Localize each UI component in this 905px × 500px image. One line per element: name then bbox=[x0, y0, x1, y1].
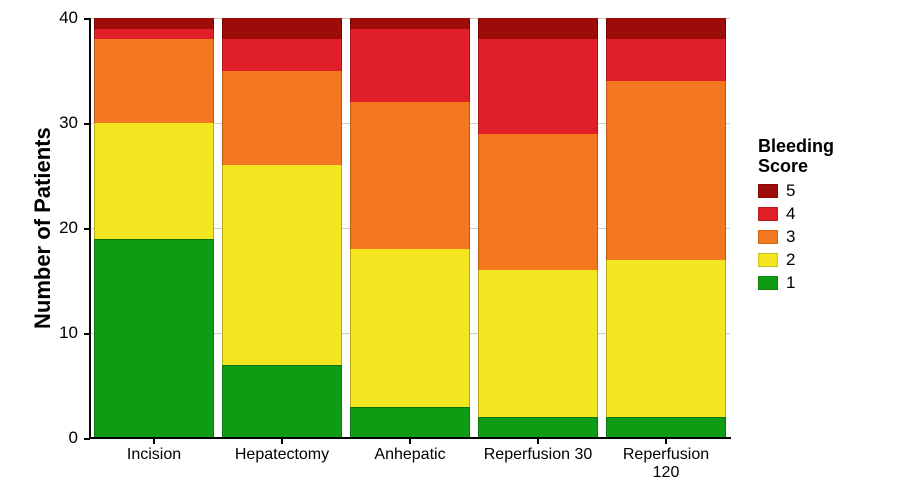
legend-item-score-3: 3 bbox=[758, 227, 834, 247]
legend-label: 1 bbox=[786, 273, 795, 293]
bar-segment-score-5 bbox=[478, 18, 598, 39]
bar-segment-score-3 bbox=[478, 134, 598, 271]
legend-swatch bbox=[758, 207, 778, 221]
y-tick-label: 0 bbox=[0, 428, 78, 448]
bar-group bbox=[606, 18, 726, 438]
bar-segment-score-3 bbox=[94, 39, 214, 123]
legend-swatch bbox=[758, 276, 778, 290]
bar-segment-score-4 bbox=[350, 29, 470, 103]
legend-title: Bleeding Score bbox=[758, 136, 834, 177]
bar-segment-score-3 bbox=[350, 102, 470, 249]
y-tick-label: 40 bbox=[0, 8, 78, 28]
x-tick-label: Incision bbox=[127, 446, 181, 464]
plot-area bbox=[90, 18, 730, 438]
bar-group bbox=[350, 18, 470, 438]
legend-swatch bbox=[758, 184, 778, 198]
legend-item-score-1: 1 bbox=[758, 273, 834, 293]
legend-item-score-5: 5 bbox=[758, 181, 834, 201]
bar-group bbox=[478, 18, 598, 438]
bar-segment-score-5 bbox=[350, 18, 470, 29]
legend-swatch bbox=[758, 253, 778, 267]
legend-item-score-4: 4 bbox=[758, 204, 834, 224]
legend: Bleeding Score 5 4 3 2 1 bbox=[758, 136, 834, 296]
legend-label: 5 bbox=[786, 181, 795, 201]
x-tick-label: Reperfusion 120 bbox=[623, 446, 709, 482]
bar-segment-score-3 bbox=[222, 71, 342, 166]
y-tick-label: 10 bbox=[0, 323, 78, 343]
bar-segment-score-2 bbox=[478, 270, 598, 417]
legend-item-score-2: 2 bbox=[758, 250, 834, 270]
bar-group bbox=[94, 18, 214, 438]
bar-segment-score-1 bbox=[478, 417, 598, 438]
x-axis-line bbox=[89, 437, 731, 439]
bar-segment-score-3 bbox=[606, 81, 726, 260]
bar-segment-score-1 bbox=[350, 407, 470, 439]
bar-segment-score-2 bbox=[222, 165, 342, 365]
x-tick-label: Reperfusion 30 bbox=[484, 446, 593, 464]
y-tick-label: 20 bbox=[0, 218, 78, 238]
bar-segment-score-5 bbox=[94, 18, 214, 29]
legend-label: 2 bbox=[786, 250, 795, 270]
y-axis-line bbox=[89, 18, 91, 438]
bar-segment-score-2 bbox=[94, 123, 214, 239]
bar-segment-score-1 bbox=[606, 417, 726, 438]
legend-swatch bbox=[758, 230, 778, 244]
bar-segment-score-1 bbox=[94, 239, 214, 439]
bar-segment-score-4 bbox=[478, 39, 598, 134]
bar-segment-score-2 bbox=[350, 249, 470, 407]
bar-segment-score-4 bbox=[222, 39, 342, 71]
y-tick-label: 30 bbox=[0, 113, 78, 133]
legend-label: 4 bbox=[786, 204, 795, 224]
bar-segment-score-4 bbox=[94, 29, 214, 40]
bar-segment-score-5 bbox=[222, 18, 342, 39]
bar-segment-score-5 bbox=[606, 18, 726, 39]
bar-segment-score-1 bbox=[222, 365, 342, 439]
bar-segment-score-2 bbox=[606, 260, 726, 418]
bar-group bbox=[222, 18, 342, 438]
bleeding-score-chart: Number of Patients Bleeding Score 54321 … bbox=[0, 0, 905, 500]
bar-segment-score-4 bbox=[606, 39, 726, 81]
x-tick-label: Hepatectomy bbox=[235, 446, 329, 464]
x-tick-label: Anhepatic bbox=[374, 446, 445, 464]
legend-label: 3 bbox=[786, 227, 795, 247]
